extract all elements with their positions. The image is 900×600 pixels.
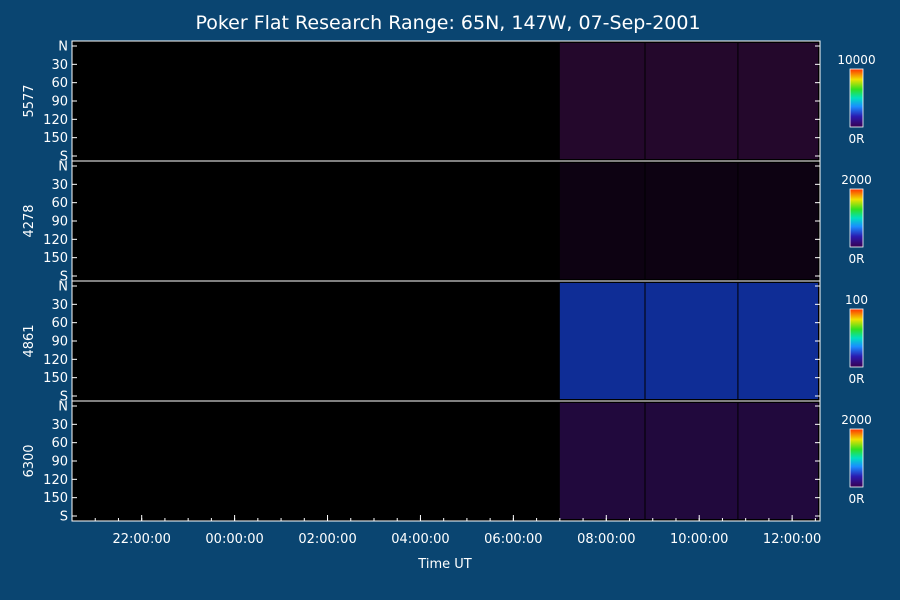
- x-axis: 22:00:00 00:00:00 02:00:00 04:00:00 06:00:00…: [71, 515, 821, 547]
- y-tick-label: 120: [43, 113, 68, 128]
- y-tick-label: 120: [43, 233, 68, 248]
- panel-data-region: [559, 163, 818, 279]
- colorbar: [849, 68, 864, 128]
- panel-label: 4861: [22, 324, 37, 357]
- y-tick-label: S: [60, 270, 68, 285]
- colorbar-min-label: 0R: [849, 372, 865, 386]
- y-tick-label: 60: [51, 316, 68, 331]
- y-tick-label: N: [58, 280, 68, 295]
- y-tick-label: 60: [51, 76, 68, 91]
- colorbar: [849, 308, 864, 368]
- colorbar: [849, 428, 864, 488]
- y-tick-label: N: [58, 40, 68, 55]
- y-tick-label: S: [60, 390, 68, 405]
- x-tick-label: 02:00:00: [298, 532, 356, 547]
- colorbar-max-label: 100: [845, 293, 868, 307]
- y-tick-label: 90: [51, 215, 68, 230]
- y-tick-label: 150: [43, 371, 68, 386]
- y-tick-label: 30: [51, 178, 68, 193]
- colorbar-max-label: 2000: [841, 413, 872, 427]
- y-tick-label: 150: [43, 491, 68, 506]
- panel-label: 4278: [22, 204, 37, 237]
- y-tick-label: 30: [51, 58, 68, 73]
- chart-title: Poker Flat Research Range: 65N, 147W, 07…: [195, 12, 700, 34]
- panel-data-region: [559, 43, 818, 159]
- x-tick-label: 10:00:00: [670, 532, 728, 547]
- x-tick-label: 12:00:00: [763, 532, 821, 547]
- x-tick-label: 22:00:00: [112, 532, 170, 547]
- panel-data-region: [559, 403, 818, 519]
- panel-4861: N 30 60 90 120 150 S 4861 100 0R: [22, 280, 868, 405]
- y-tick-label: 90: [51, 335, 68, 350]
- panel-6300: N 30 60 90 120 150 S 6300 2000 0R: [22, 400, 872, 525]
- y-tick-label: 90: [51, 455, 68, 470]
- panel-data-region: [559, 283, 818, 399]
- colorbar-min-label: 0R: [849, 252, 865, 266]
- colorbar-max-label: 10000: [837, 53, 875, 67]
- panel-background: [72, 161, 820, 281]
- y-tick-label: 120: [43, 473, 68, 488]
- colorbar-max-label: 2000: [841, 173, 872, 187]
- panel-4278: N 30 60 90 120 150 S 4278 2000 0R: [22, 160, 872, 285]
- panel-background: [72, 41, 820, 161]
- y-tick-label: 120: [43, 353, 68, 368]
- x-tick-label: 04:00:00: [391, 532, 449, 547]
- y-tick-label: N: [58, 160, 68, 175]
- y-tick-label: 60: [51, 196, 68, 211]
- colorbar: [849, 188, 864, 248]
- x-tick-label: 06:00:00: [484, 532, 542, 547]
- y-tick-label: S: [60, 150, 68, 165]
- y-tick-label: 150: [43, 131, 68, 146]
- y-tick-label: N: [58, 400, 68, 415]
- y-tick-label: 90: [51, 95, 68, 110]
- x-tick-label: 08:00:00: [577, 532, 635, 547]
- panel-5577: N 30 60 90 120 150 S 5577 10000 0R: [22, 40, 876, 165]
- y-tick-label: S: [60, 510, 68, 525]
- panel-label: 5577: [22, 84, 37, 117]
- panels-group: N 30 60 90 120 150 S 5577 10000 0R N 30 60 90 120 150 S 4…: [22, 40, 876, 525]
- panel-background: [72, 401, 820, 521]
- y-tick-label: 30: [51, 418, 68, 433]
- x-axis-label: Time UT: [417, 557, 471, 572]
- panel-label: 6300: [22, 444, 37, 477]
- colorbar-min-label: 0R: [849, 132, 865, 146]
- x-tick-label: 00:00:00: [205, 532, 263, 547]
- colorbar-min-label: 0R: [849, 492, 865, 506]
- y-tick-label: 150: [43, 251, 68, 266]
- y-tick-label: 60: [51, 436, 68, 451]
- y-tick-label: 30: [51, 298, 68, 313]
